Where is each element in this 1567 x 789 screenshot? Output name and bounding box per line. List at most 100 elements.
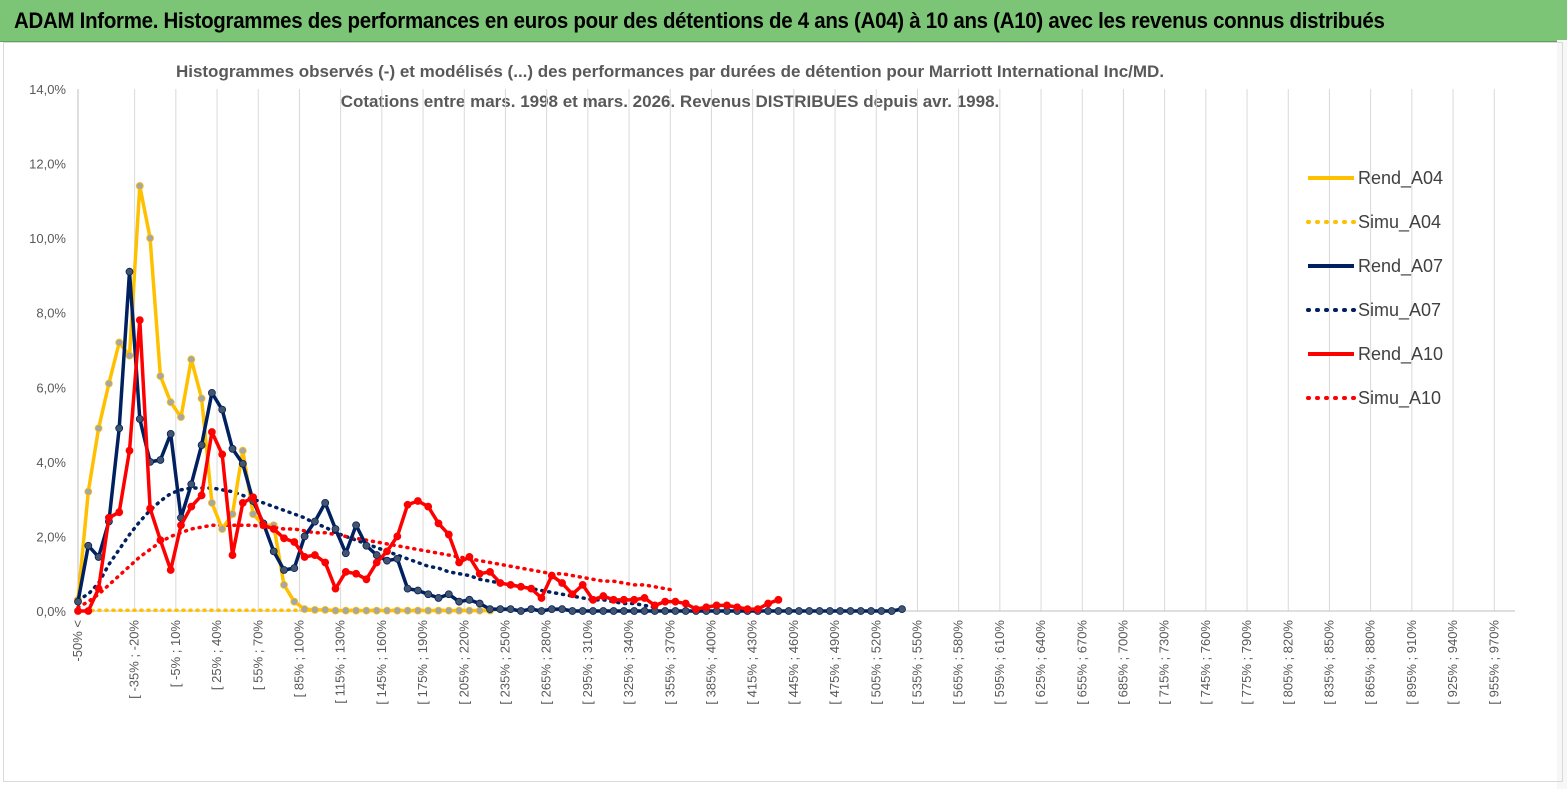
data-point bbox=[877, 607, 886, 615]
data-point bbox=[650, 601, 659, 610]
data-point bbox=[413, 606, 422, 615]
data-point bbox=[207, 498, 216, 507]
data-point bbox=[156, 456, 165, 464]
data-point bbox=[393, 554, 402, 563]
data-point bbox=[166, 429, 175, 438]
x-tick-label: [ 805% ; 820% bbox=[1280, 620, 1295, 705]
data-point bbox=[547, 571, 556, 580]
data-point bbox=[465, 553, 474, 561]
data-point bbox=[187, 355, 196, 364]
data-point bbox=[424, 606, 433, 615]
data-point bbox=[444, 590, 453, 599]
data-point bbox=[197, 441, 206, 449]
data-point bbox=[383, 606, 391, 615]
data-point bbox=[413, 497, 422, 505]
legend-label: Simu_A07 bbox=[1358, 300, 1441, 321]
data-point bbox=[249, 493, 258, 502]
data-point bbox=[609, 607, 618, 615]
data-point bbox=[115, 424, 124, 433]
x-tick-label: [ 535% ; 550% bbox=[909, 620, 924, 705]
data-point bbox=[310, 517, 319, 526]
data-point bbox=[630, 607, 639, 615]
data-point bbox=[640, 607, 649, 615]
data-point bbox=[444, 606, 453, 615]
x-tick-label: [ 925% ; 940% bbox=[1445, 620, 1460, 705]
data-point bbox=[372, 551, 381, 559]
data-point bbox=[84, 487, 93, 496]
data-point bbox=[146, 234, 155, 243]
data-point bbox=[620, 607, 628, 615]
y-tick-label: 12,0% bbox=[29, 157, 66, 172]
x-tick-label: [ 235% ; 250% bbox=[497, 620, 512, 705]
data-point bbox=[475, 599, 484, 608]
data-point bbox=[434, 594, 443, 602]
data-point bbox=[671, 607, 680, 615]
data-point bbox=[403, 500, 412, 509]
data-point bbox=[620, 595, 628, 604]
data-point bbox=[506, 581, 515, 589]
data-point bbox=[733, 603, 742, 612]
data-point bbox=[135, 316, 144, 325]
data-point bbox=[764, 607, 772, 615]
data-point bbox=[815, 607, 824, 615]
data-point bbox=[475, 569, 484, 578]
data-point bbox=[537, 594, 546, 602]
data-point bbox=[218, 525, 227, 533]
data-point bbox=[300, 532, 309, 541]
data-point bbox=[846, 607, 855, 615]
data-point bbox=[105, 513, 113, 522]
data-point bbox=[362, 541, 371, 550]
data-point bbox=[135, 415, 144, 423]
data-point bbox=[290, 597, 299, 606]
y-tick-label: 0,0% bbox=[36, 604, 66, 619]
data-point bbox=[269, 525, 278, 533]
data-point bbox=[238, 459, 247, 468]
data-point bbox=[187, 480, 196, 489]
data-point bbox=[496, 579, 505, 587]
data-point bbox=[187, 502, 196, 511]
data-point bbox=[517, 582, 525, 591]
x-tick-label: [ 865% ; 880% bbox=[1363, 620, 1378, 705]
data-point bbox=[218, 450, 227, 459]
data-point bbox=[887, 607, 896, 615]
data-point bbox=[383, 556, 391, 565]
data-point bbox=[238, 446, 247, 455]
data-point bbox=[609, 595, 618, 604]
data-point bbox=[135, 182, 144, 190]
data-point bbox=[403, 584, 412, 593]
data-point bbox=[321, 605, 330, 614]
x-tick-label: [ 85% ; 100% bbox=[291, 620, 306, 698]
y-tick-label: 6,0% bbox=[36, 380, 66, 395]
data-point bbox=[743, 605, 752, 614]
data-point bbox=[115, 508, 124, 517]
x-tick-label: -50% < bbox=[70, 620, 85, 662]
data-point bbox=[84, 607, 93, 615]
data-point bbox=[795, 607, 803, 615]
data-point bbox=[517, 607, 525, 615]
data-point bbox=[115, 338, 124, 347]
data-point bbox=[681, 599, 690, 608]
data-point bbox=[125, 446, 134, 455]
x-tick-label: [ 115% ; 130% bbox=[333, 620, 348, 704]
data-point bbox=[331, 525, 340, 533]
data-point bbox=[455, 597, 464, 606]
data-point bbox=[228, 444, 237, 453]
y-tick-label: 14,0% bbox=[29, 82, 66, 97]
data-point bbox=[434, 606, 443, 615]
x-tick-label: [ 895% ; 910% bbox=[1404, 620, 1419, 705]
data-point bbox=[341, 606, 350, 615]
x-tick-label: [ 955% ; 970% bbox=[1486, 620, 1501, 705]
data-point bbox=[290, 564, 299, 573]
data-point bbox=[156, 536, 165, 545]
data-point bbox=[218, 405, 227, 414]
data-point bbox=[444, 530, 453, 539]
data-point bbox=[310, 605, 319, 614]
data-point bbox=[280, 534, 288, 543]
data-point bbox=[455, 558, 464, 567]
x-tick-label: [ 685% ; 700% bbox=[1115, 620, 1130, 705]
data-point bbox=[568, 607, 577, 615]
data-point bbox=[105, 379, 113, 388]
data-point bbox=[156, 372, 165, 381]
data-point bbox=[383, 547, 391, 556]
x-tick-label: [ 55% ; 70% bbox=[250, 620, 265, 691]
